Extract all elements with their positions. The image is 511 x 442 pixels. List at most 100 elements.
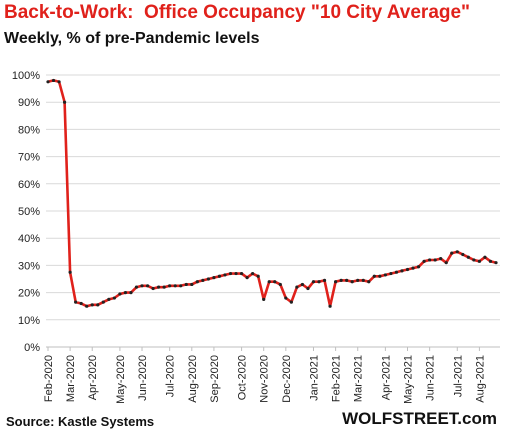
- data-point: [85, 304, 89, 308]
- series-line: [47, 79, 497, 308]
- data-point: [466, 255, 470, 259]
- data-point: [306, 286, 310, 291]
- data-point: [195, 280, 199, 284]
- y-tick-label: 20%: [18, 288, 40, 300]
- data-point: [472, 258, 476, 262]
- data-point: [284, 296, 288, 300]
- data-point: [350, 280, 354, 284]
- data-point: [228, 271, 233, 276]
- y-tick-label: 80%: [18, 124, 40, 136]
- data-point: [328, 304, 332, 308]
- data-point: [57, 80, 61, 84]
- x-tick-label: Feb-2020: [43, 355, 55, 402]
- data-point: [217, 274, 222, 278]
- x-tick-label: Jan-2021: [308, 355, 320, 401]
- data-point: [273, 280, 277, 284]
- y-tick-label: 60%: [18, 179, 40, 191]
- data-point: [433, 258, 437, 262]
- data-point: [394, 270, 399, 274]
- data-point: [483, 255, 487, 259]
- data-point: [151, 286, 155, 291]
- data-point: [96, 303, 100, 307]
- data-point: [90, 303, 94, 307]
- data-point: [184, 282, 188, 287]
- data-point: [118, 292, 122, 296]
- data-point: [455, 250, 459, 254]
- data-point: [400, 269, 404, 273]
- data-point: [356, 278, 360, 282]
- data-point: [173, 284, 177, 288]
- brand-logo-text: WOLFSTREET.com: [342, 409, 497, 428]
- x-tick-label: Apr-2020: [87, 355, 99, 400]
- data-point: [239, 271, 244, 276]
- y-tick-label: 100%: [12, 70, 40, 82]
- data-point: [378, 274, 382, 278]
- x-tick-label: May-2020: [115, 355, 127, 404]
- data-point: [251, 271, 255, 276]
- data-point: [267, 280, 271, 284]
- data-point: [317, 280, 321, 284]
- data-point: [262, 297, 266, 301]
- data-point: [162, 285, 166, 289]
- y-tick-label: 90%: [18, 97, 40, 109]
- data-point: [179, 284, 183, 288]
- data-point: [140, 284, 144, 288]
- source-note: Source: Kastle Systems: [6, 414, 155, 429]
- x-tick-label: Apr-2021: [380, 355, 392, 400]
- data-point: [234, 271, 238, 276]
- chart-title: Back-to-Work: Office Occupancy "10 City …: [4, 2, 471, 23]
- data-point: [439, 257, 443, 261]
- y-tick-label: 10%: [18, 315, 40, 327]
- data-point: [278, 282, 282, 287]
- series-layer: [46, 78, 498, 308]
- data-point: [201, 278, 205, 282]
- y-tick-label: 30%: [18, 260, 40, 272]
- data-point: [450, 251, 454, 255]
- y-tick-label: 40%: [18, 233, 40, 245]
- x-tick-label: May-2021: [403, 355, 415, 404]
- x-tick-label: Jul-2020: [165, 355, 177, 397]
- data-point: [168, 284, 172, 288]
- data-point: [107, 297, 111, 301]
- data-point: [245, 276, 249, 280]
- data-point: [444, 261, 448, 265]
- y-tick-label: 50%: [18, 206, 40, 218]
- data-point: [461, 252, 465, 257]
- data-point: [123, 291, 128, 295]
- data-point: [157, 285, 161, 289]
- data-point: [256, 274, 260, 278]
- data-point: [51, 78, 56, 83]
- data-point: [295, 285, 299, 289]
- data-point: [289, 300, 293, 304]
- data-point: [422, 259, 426, 263]
- data-point: [345, 278, 349, 282]
- data-point: [212, 276, 216, 280]
- data-point: [68, 270, 72, 274]
- data-point: [372, 274, 376, 278]
- data-point: [112, 296, 116, 300]
- data-point: [190, 282, 194, 287]
- data-point: [74, 300, 78, 304]
- x-tick-label: Feb-2021: [331, 355, 343, 402]
- data-point: [339, 278, 343, 282]
- data-point: [62, 100, 67, 104]
- data-point: [101, 300, 105, 304]
- x-tick-label: Oct-2020: [237, 355, 249, 400]
- y-tick-label: 70%: [18, 152, 40, 164]
- data-point: [46, 80, 50, 84]
- data-point: [206, 277, 210, 281]
- x-tick-label: Aug-2021: [474, 355, 486, 403]
- data-point: [134, 285, 139, 289]
- data-point: [223, 273, 227, 277]
- data-point: [361, 278, 365, 282]
- x-tick-label: Mar-2021: [353, 355, 365, 402]
- data-point: [145, 284, 150, 288]
- data-point: [477, 259, 482, 263]
- data-point: [405, 267, 410, 272]
- x-tick-label: Jul-2021: [452, 355, 464, 397]
- chart-subtitle: Weekly, % of pre-Pandemic levels: [4, 30, 260, 47]
- data-point: [311, 280, 316, 284]
- data-point: [322, 278, 327, 282]
- data-point: [300, 282, 305, 287]
